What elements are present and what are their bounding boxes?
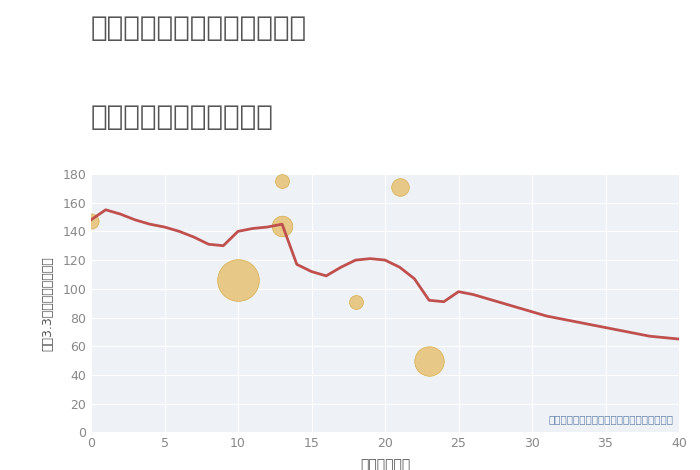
X-axis label: 築年数（年）: 築年数（年） xyxy=(360,459,410,470)
Y-axis label: 坪（3.3㎡）単価（万円）: 坪（3.3㎡）単価（万円） xyxy=(41,256,54,351)
Point xyxy=(276,222,288,229)
Text: 築年数別中古戸建て価格: 築年数別中古戸建て価格 xyxy=(91,103,274,132)
Point xyxy=(394,183,405,191)
Point xyxy=(350,298,361,306)
Text: 円の大きさは、取引のあった物件面積を示す: 円の大きさは、取引のあった物件面積を示す xyxy=(548,415,673,425)
Point xyxy=(232,276,244,284)
Point xyxy=(276,177,288,185)
Text: 兵庫県西宮市甲子園三保町の: 兵庫県西宮市甲子園三保町の xyxy=(91,14,307,42)
Point xyxy=(424,357,435,364)
Point xyxy=(85,218,97,225)
